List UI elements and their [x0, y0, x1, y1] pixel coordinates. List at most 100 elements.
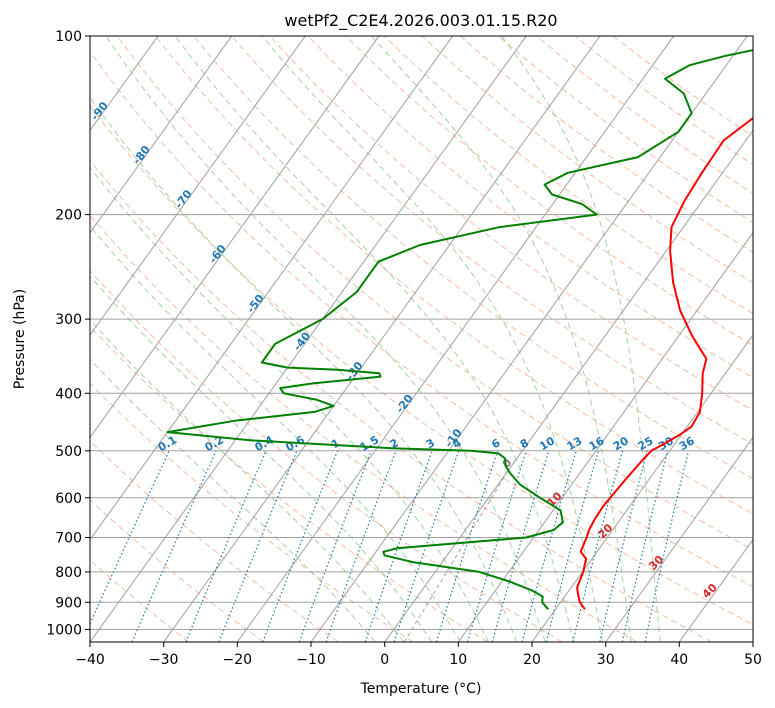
isotherm-label: -90 — [88, 99, 111, 123]
profiles — [166, 49, 753, 610]
mixing-ratio-line — [435, 450, 499, 642]
dry-adiabat-line — [535, 36, 753, 194]
y-tick-label: 200 — [55, 208, 82, 224]
y-tick-label: 1000 — [46, 622, 82, 638]
isotherms — [90, 36, 753, 642]
moist-adiabat-line — [90, 225, 461, 642]
x-tick-label: 50 — [744, 652, 762, 668]
x-tick-label: 10 — [449, 652, 467, 668]
isotherm-label: -60 — [206, 242, 229, 266]
y-tick-label: 500 — [55, 444, 82, 460]
moist-adiabat-line — [174, 36, 575, 642]
dry-adiabat-line — [307, 36, 753, 379]
y-tick-label: 800 — [55, 565, 82, 581]
y-tick-label: 900 — [55, 595, 82, 611]
wetbulb-zero-line — [403, 470, 509, 642]
chart-title: wetPf2_C2E4.2026.003.01.15.R20 — [284, 11, 557, 31]
mixing-ratio-lines — [90, 450, 690, 642]
dry-adiabat-line — [116, 36, 753, 551]
dry-adiabat-line — [90, 269, 563, 642]
dry-adiabat-line — [230, 36, 753, 445]
y-tick-label: 600 — [55, 491, 82, 507]
moist-adiabat-line — [90, 358, 376, 642]
mixing-ratio-line — [491, 450, 550, 642]
mixing-ratio-line — [185, 450, 267, 642]
dry-adiabat-line — [421, 36, 753, 284]
dry-adiabat-line — [90, 214, 638, 642]
mixing-ratio-line — [545, 450, 599, 642]
dry-adiabat-line — [459, 36, 753, 254]
moist-adiabat-line — [105, 36, 546, 642]
x-tick-label: −40 — [75, 652, 105, 668]
isotherm-line — [457, 231, 753, 642]
isotherm-line — [90, 36, 454, 541]
x-tick-label: 20 — [523, 652, 541, 668]
dry-adiabat-line — [90, 382, 414, 642]
mixing-ratio-line — [364, 450, 433, 642]
dry-adiabat-line — [345, 36, 753, 346]
isotherm-line — [236, 36, 675, 642]
isotherm-label: -100 — [50, 43, 77, 73]
dry-adiabat-line — [573, 36, 753, 166]
mixing-ratio-line — [325, 450, 397, 642]
y-axis-label: Pressure (hPa) — [12, 289, 28, 389]
dewpoint-line — [166, 49, 753, 610]
y-axis-ticks: 100 200 300 400 500 600 700 800 900 1000 — [46, 29, 90, 638]
dry-adiabats — [90, 36, 753, 642]
isotherm-line — [605, 436, 753, 642]
mixing-ratio-line — [644, 450, 690, 642]
y-tick-label: 300 — [55, 312, 82, 328]
moist-adiabats — [90, 36, 661, 642]
moist-adiabat-line — [261, 36, 604, 642]
dry-adiabat-line — [90, 50, 753, 588]
dry-adiabat-line — [90, 159, 712, 642]
mixing-ratio-label: 6 — [489, 436, 502, 451]
mixing-ratio-line — [262, 450, 339, 642]
isotherm-line — [310, 36, 748, 642]
dry-adiabat-line — [90, 440, 339, 642]
x-tick-label: −30 — [149, 652, 179, 668]
x-tick-label: 40 — [670, 652, 688, 668]
moist-adiabat-line — [90, 319, 405, 642]
moist-adiabat-line — [90, 275, 433, 642]
x-tick-label: −20 — [223, 652, 253, 668]
isotherm-line — [384, 129, 753, 642]
isotherm-line — [90, 36, 233, 234]
moist-adiabat-line — [370, 36, 632, 642]
dry-adiabat-line — [612, 36, 753, 137]
isopleth-labels: 0.1 0.2 0.4 0.6 1 1.5 2 3 4 6 8 10 13 16 20 25 30 3601020… — [50, 43, 720, 601]
plot-area: 0.1 0.2 0.4 0.6 1 1.5 2 3 4 6 8 10 13 16 20 25 30 3601020… — [50, 36, 753, 642]
isotherm-label: -20 — [393, 392, 416, 416]
y-tick-label: 100 — [55, 29, 82, 45]
mixing-ratio-line — [131, 450, 217, 642]
isotherm-line — [90, 36, 159, 132]
dry-adiabat-line — [90, 105, 753, 626]
isotherm-line — [163, 36, 601, 642]
isotherm-line — [531, 334, 753, 642]
mixing-ratio-label: 1 — [329, 436, 342, 451]
mixing-ratio-line — [599, 450, 648, 642]
temperature-line — [576, 116, 753, 610]
x-tick-label: 0 — [380, 652, 389, 668]
x-tick-label: 30 — [597, 652, 615, 668]
dry-adiabat-line — [90, 325, 488, 642]
mixing-ratio-line — [298, 450, 372, 642]
isotherm-label: -50 — [244, 292, 267, 316]
mixing-ratio-line — [466, 450, 527, 642]
mixing-ratio-line — [572, 450, 624, 642]
isotherm-line — [752, 641, 753, 642]
isotherm-line — [90, 36, 527, 642]
isotherm-label: -80 — [130, 143, 153, 167]
x-axis-label: Temperature (°C) — [360, 681, 482, 697]
isotherm-line — [90, 36, 306, 336]
dry-adiabat-line — [154, 36, 753, 515]
plot-frame — [89, 35, 754, 643]
y-tick-label: 400 — [55, 386, 82, 402]
isotherm-line — [90, 36, 380, 439]
dry-adiabat-line — [269, 36, 753, 412]
moist-adiabat-line — [90, 166, 489, 642]
mixing-ratio-line — [521, 450, 577, 642]
mixing-ratio-line — [90, 450, 170, 626]
x-axis-ticks: −40 −30 −20 −10 0 10 20 30 40 50 — [75, 642, 762, 668]
